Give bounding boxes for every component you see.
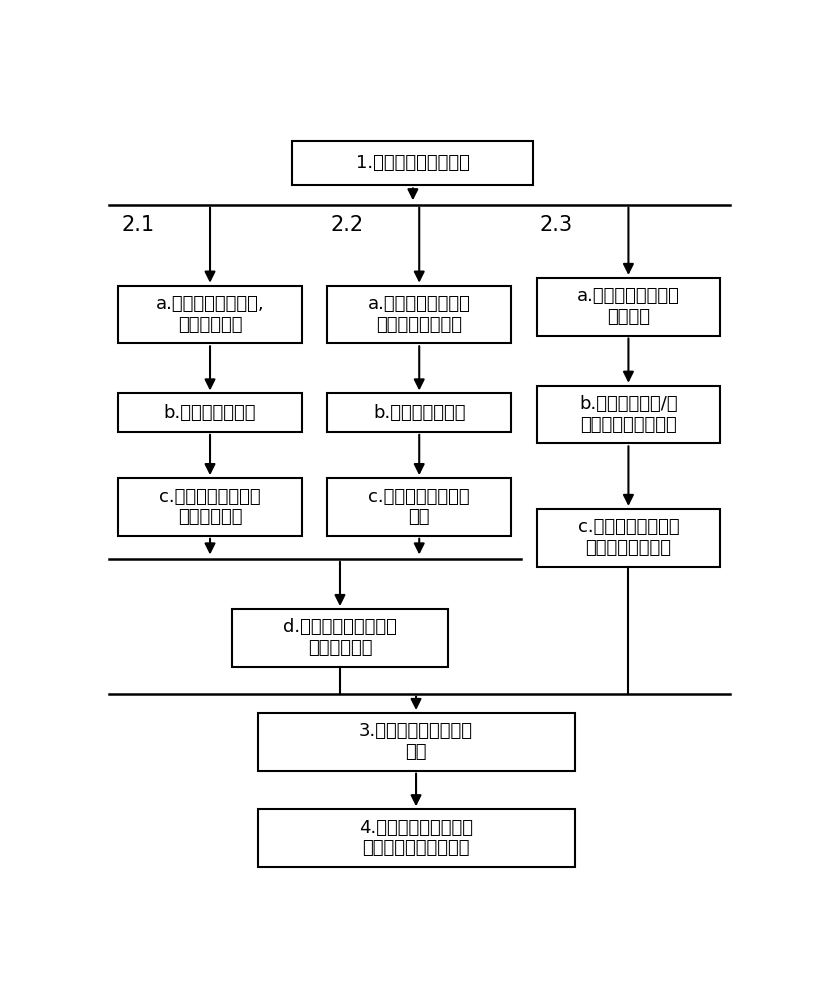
FancyBboxPatch shape bbox=[118, 393, 302, 432]
Text: 2.2: 2.2 bbox=[330, 215, 363, 235]
Text: c.建立硬件设备故障
情况下的逻辑函数: c.建立硬件设备故障 情况下的逻辑函数 bbox=[578, 518, 679, 557]
FancyBboxPatch shape bbox=[118, 286, 302, 343]
FancyBboxPatch shape bbox=[232, 609, 447, 667]
Text: b.对模型进行微调: b.对模型进行微调 bbox=[164, 404, 256, 422]
Text: d.在三维驾驶舱模型中
进行虚拟集成: d.在三维驾驶舱模型中 进行虚拟集成 bbox=[283, 618, 397, 657]
FancyBboxPatch shape bbox=[293, 141, 533, 185]
Text: 2.1: 2.1 bbox=[121, 215, 155, 235]
FancyBboxPatch shape bbox=[327, 393, 511, 432]
FancyBboxPatch shape bbox=[327, 478, 511, 536]
Text: b.对模型进行微调: b.对模型进行微调 bbox=[373, 404, 465, 422]
Text: 2.3: 2.3 bbox=[540, 215, 573, 235]
FancyBboxPatch shape bbox=[537, 386, 721, 443]
Text: 1.确认模型间数据接口: 1.确认模型间数据接口 bbox=[356, 154, 470, 172]
FancyBboxPatch shape bbox=[258, 809, 574, 867]
FancyBboxPatch shape bbox=[327, 286, 511, 343]
FancyBboxPatch shape bbox=[118, 478, 302, 536]
FancyBboxPatch shape bbox=[258, 713, 574, 771]
Text: a.输入界面顶层需求,
自动生成模型: a.输入界面顶层需求, 自动生成模型 bbox=[155, 295, 264, 334]
Text: 3.实现数据在模型间的
通信: 3.实现数据在模型间的 通信 bbox=[359, 722, 473, 761]
FancyBboxPatch shape bbox=[537, 509, 721, 567]
Text: b.建立数据失效/丢
失情况下的逻辑函数: b.建立数据失效/丢 失情况下的逻辑函数 bbox=[579, 395, 678, 434]
Text: c.建立数据与控件属
性的绑定关系: c.建立数据与控件属 性的绑定关系 bbox=[160, 488, 261, 526]
Text: a.输入控制板顶层需
求，自动生成模型: a.输入控制板顶层需 求，自动生成模型 bbox=[368, 295, 470, 334]
Text: a.建立正常情况下的
逻辑函数: a.建立正常情况下的 逻辑函数 bbox=[577, 287, 680, 326]
Text: c.建立控件所关联的
事件: c.建立控件所关联的 事件 bbox=[368, 488, 470, 526]
Text: 4.建立外部数据激励，
进行人机接口动态评估: 4.建立外部数据激励， 进行人机接口动态评估 bbox=[359, 819, 473, 857]
FancyBboxPatch shape bbox=[537, 278, 721, 336]
